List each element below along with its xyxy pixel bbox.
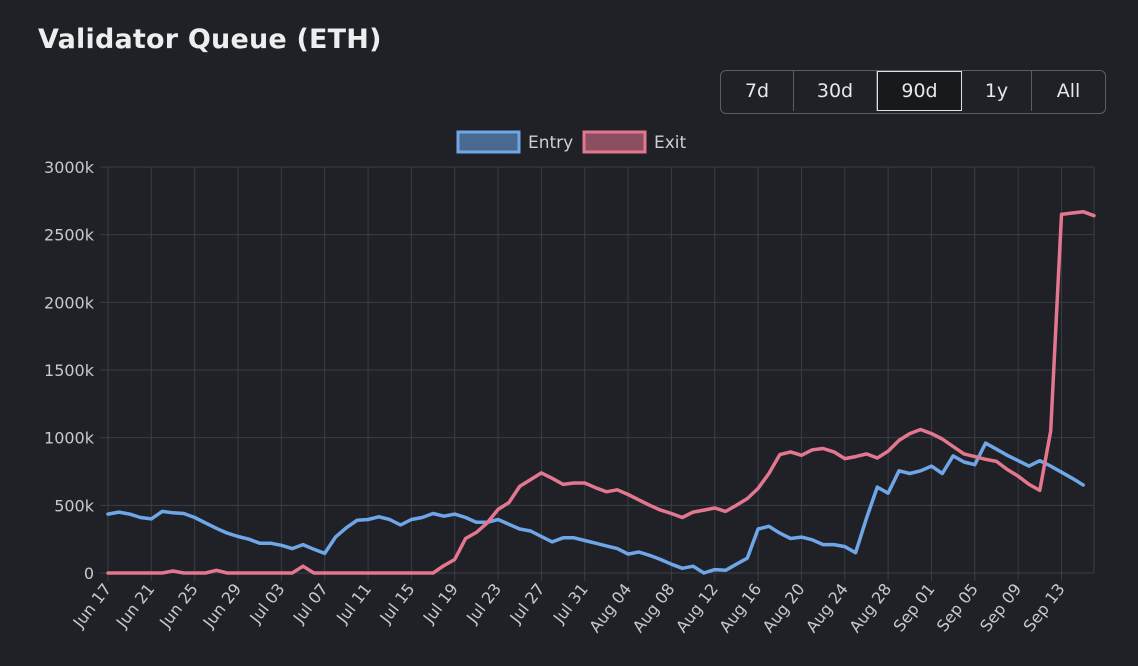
y-tick-label: 1000k — [44, 429, 95, 448]
x-tick-label: Jun 25 — [155, 580, 202, 632]
legend-label-entry: Entry — [528, 133, 573, 153]
x-tick-label: Jul 07 — [289, 580, 332, 628]
x-tick-label: Jul 03 — [245, 580, 288, 628]
x-tick-label: Jul 27 — [505, 580, 548, 628]
x-tick-label: Sep 13 — [1019, 580, 1068, 636]
range-button-90d[interactable]: 90d — [877, 71, 962, 111]
range-selector: 7d 30d 90d 1y All — [720, 70, 1106, 114]
range-button-30d[interactable]: 30d — [794, 71, 877, 111]
x-tick-label: Jul 23 — [462, 580, 505, 628]
y-tick-label: 500k — [54, 496, 95, 515]
series-line-entry — [106, 441, 1085, 575]
x-tick-label: Aug 04 — [585, 580, 635, 636]
x-tick-label: Jul 19 — [419, 580, 462, 628]
y-tick-label: 3000k — [44, 158, 95, 177]
x-tick-label: Aug 28 — [845, 580, 895, 636]
chart-legend: Entry Exit — [456, 130, 687, 154]
x-tick-label: Jun 29 — [199, 580, 246, 632]
y-axis: 0 500k 1000k 1500k 2000k 2500k 3000k — [44, 158, 95, 583]
range-button-all[interactable]: All — [1056, 80, 1081, 102]
x-tick-label: Jul 11 — [332, 580, 375, 628]
series-line-exit — [106, 209, 1096, 575]
chart-title: Validator Queue (ETH) — [38, 24, 382, 55]
x-tick-label: Sep 01 — [889, 580, 938, 636]
x-tick-label: Aug 24 — [802, 580, 852, 636]
y-tick-label: 0 — [84, 564, 94, 583]
chart-grid — [100, 166, 1095, 581]
x-tick-label: Aug 08 — [629, 580, 679, 636]
chart-series — [106, 209, 1096, 575]
legend-swatch-entry — [456, 130, 521, 154]
legend-swatch-exit — [582, 130, 647, 154]
x-tick-label: Aug 20 — [759, 580, 809, 636]
y-tick-label: 2000k — [44, 293, 95, 312]
x-tick-label: Sep 09 — [976, 580, 1025, 636]
x-tick-label: Jun 17 — [69, 580, 116, 632]
x-tick-label: Jun 21 — [112, 580, 159, 632]
range-button-7d[interactable]: 7d — [721, 71, 794, 111]
y-tick-label: 2500k — [44, 226, 95, 245]
y-tick-label: 1500k — [44, 361, 95, 380]
x-tick-label: Sep 05 — [933, 580, 982, 636]
x-tick-label: Aug 12 — [672, 580, 722, 636]
x-tick-label: Jul 31 — [549, 580, 592, 628]
range-button-1y[interactable]: 1y — [962, 71, 1032, 111]
legend-label-exit: Exit — [654, 133, 687, 153]
x-tick-label: Jul 15 — [375, 580, 418, 628]
x-tick-label: Aug 16 — [715, 580, 765, 636]
